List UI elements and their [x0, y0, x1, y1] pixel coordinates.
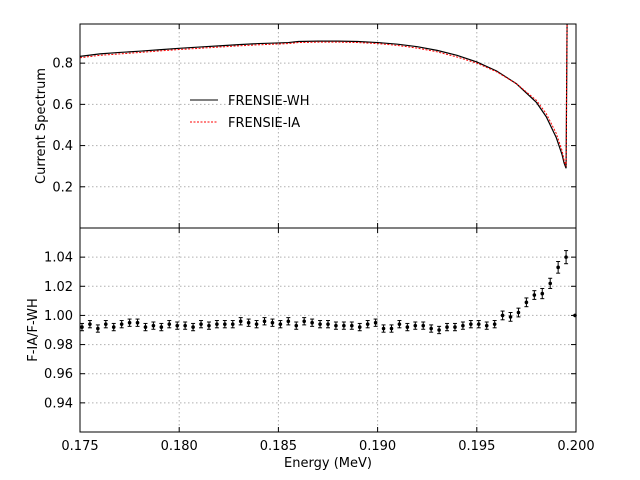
- top-y-tick-label: 0.6: [52, 98, 73, 113]
- legend: FRENSIE-WH FRENSIE-IA: [190, 94, 310, 131]
- legend-label-ia: FRENSIE-IA: [228, 116, 300, 131]
- x-tick-label: 0.200: [557, 439, 594, 454]
- ratio-point: [151, 323, 156, 328]
- ratio-point: [548, 281, 553, 286]
- x-tick-label: 0.185: [260, 439, 297, 454]
- top-y-tick-label: 0.4: [52, 139, 73, 154]
- ratio-point: [484, 323, 489, 328]
- x-tick-label: 0.180: [161, 439, 198, 454]
- ratio-point: [476, 322, 481, 326]
- ratio-point: [207, 323, 211, 328]
- ratio-point: [357, 325, 362, 329]
- ratio-point: [175, 323, 180, 328]
- ratio-point: [286, 319, 291, 324]
- ratio-point: [88, 322, 92, 326]
- bottom-y-tick-label: 1.04: [44, 251, 73, 266]
- ratio-point: [453, 325, 457, 329]
- ratio-point: [302, 319, 306, 324]
- ratio-point: [119, 322, 124, 326]
- ratio-point: [246, 320, 251, 325]
- ratio-point: [373, 320, 378, 325]
- ratio-point: [159, 325, 164, 329]
- bottom-y-tick-label: 0.98: [44, 338, 73, 353]
- ratio-point: [143, 325, 148, 329]
- ratio-point: [421, 323, 426, 328]
- top-panel-spectrum: 0.2 0.4 0.6 0.8 Current Spectrum FRENSIE-WH…: [34, 23, 577, 229]
- bottom-y-tick-label: 1.02: [44, 280, 73, 295]
- top-series-layer: [79, 23, 568, 169]
- bottom-y-tick-label: 0.94: [44, 396, 73, 411]
- x-axis-label: Energy (MeV): [284, 456, 372, 471]
- top-grid: [80, 24, 576, 228]
- ratio-point: [508, 315, 513, 319]
- ratio-point: [111, 325, 116, 329]
- top-y-tick-label: 0.2: [52, 180, 73, 195]
- x-tick-label: 0.190: [359, 439, 396, 454]
- top-plot-frame: [79, 23, 577, 229]
- ratio-point: [318, 322, 322, 326]
- ratio-point: [310, 320, 314, 325]
- ratio-point: [516, 310, 521, 315]
- ratio-point: [127, 320, 132, 325]
- ratio-point: [405, 325, 410, 329]
- ratio-point: [413, 323, 418, 328]
- ratio-point: [524, 300, 529, 305]
- ratio-point: [135, 320, 140, 325]
- bottom-plot-frame: [79, 227, 577, 433]
- ratio-point: [429, 326, 433, 331]
- bottom-tick-layer: 0.175 0.180 0.185 0.190 0.195 0.200 0.94 0.96 0.…: [44, 228, 595, 454]
- ratio-point: [397, 322, 402, 326]
- ratio-point: [167, 322, 172, 326]
- ratio-point: [556, 265, 560, 270]
- bottom-panel-ratio: 0.175 0.180 0.185 0.190 0.195 0.200 0.94 0.96 0.…: [26, 227, 595, 471]
- ratio-point: [389, 326, 394, 331]
- legend-label-wh: FRENSIE-WH: [228, 94, 310, 109]
- series-line-frensie-ia: [79, 23, 568, 167]
- ratio-point: [342, 323, 346, 328]
- ratio-point: [215, 322, 219, 326]
- ratio-point: [334, 323, 338, 328]
- ratio-point: [230, 322, 235, 326]
- ratio-point: [540, 291, 545, 296]
- ratio-point: [270, 320, 275, 325]
- ratio-point: [80, 325, 84, 329]
- series-line-frensie-wh: [79, 23, 568, 169]
- bottom-y-axis-label: F-IA/F-WH: [26, 298, 41, 362]
- ratio-point: [294, 323, 299, 328]
- ratio-point: [238, 319, 243, 324]
- ratio-point: [381, 326, 386, 331]
- ratio-point: [350, 323, 354, 328]
- ratio-point: [183, 323, 187, 328]
- ratio-point: [445, 325, 449, 329]
- ratio-point: [96, 326, 100, 331]
- ratio-point: [223, 322, 227, 326]
- x-tick-label: 0.195: [458, 439, 495, 454]
- ratio-point: [437, 328, 441, 332]
- bottom-y-tick-label: 0.96: [44, 367, 73, 382]
- ratio-point: [278, 322, 283, 326]
- top-y-axis-label: Current Spectrum: [34, 68, 49, 184]
- ratio-point: [326, 322, 330, 326]
- ratio-point: [365, 322, 370, 326]
- ratio-point: [469, 322, 473, 326]
- bottom-y-tick-label: 1.00: [44, 309, 73, 324]
- bottom-grid: [80, 228, 576, 432]
- ratio-point: [500, 313, 505, 318]
- ratio-point: [492, 322, 497, 326]
- ratio-point: [262, 319, 267, 324]
- ratio-point: [564, 255, 568, 259]
- ratio-point: [532, 293, 537, 297]
- ratio-point: [103, 322, 108, 326]
- ratio-point: [461, 323, 465, 328]
- top-tick-layer: 0.2 0.4 0.6 0.8: [52, 24, 577, 228]
- ratio-point: [191, 325, 195, 329]
- ratio-point: [199, 322, 203, 326]
- top-y-tick-label: 0.8: [52, 57, 73, 72]
- x-tick-label: 0.175: [61, 439, 98, 454]
- ratio-point: [254, 322, 259, 326]
- bottom-series-layer: [79, 250, 577, 335]
